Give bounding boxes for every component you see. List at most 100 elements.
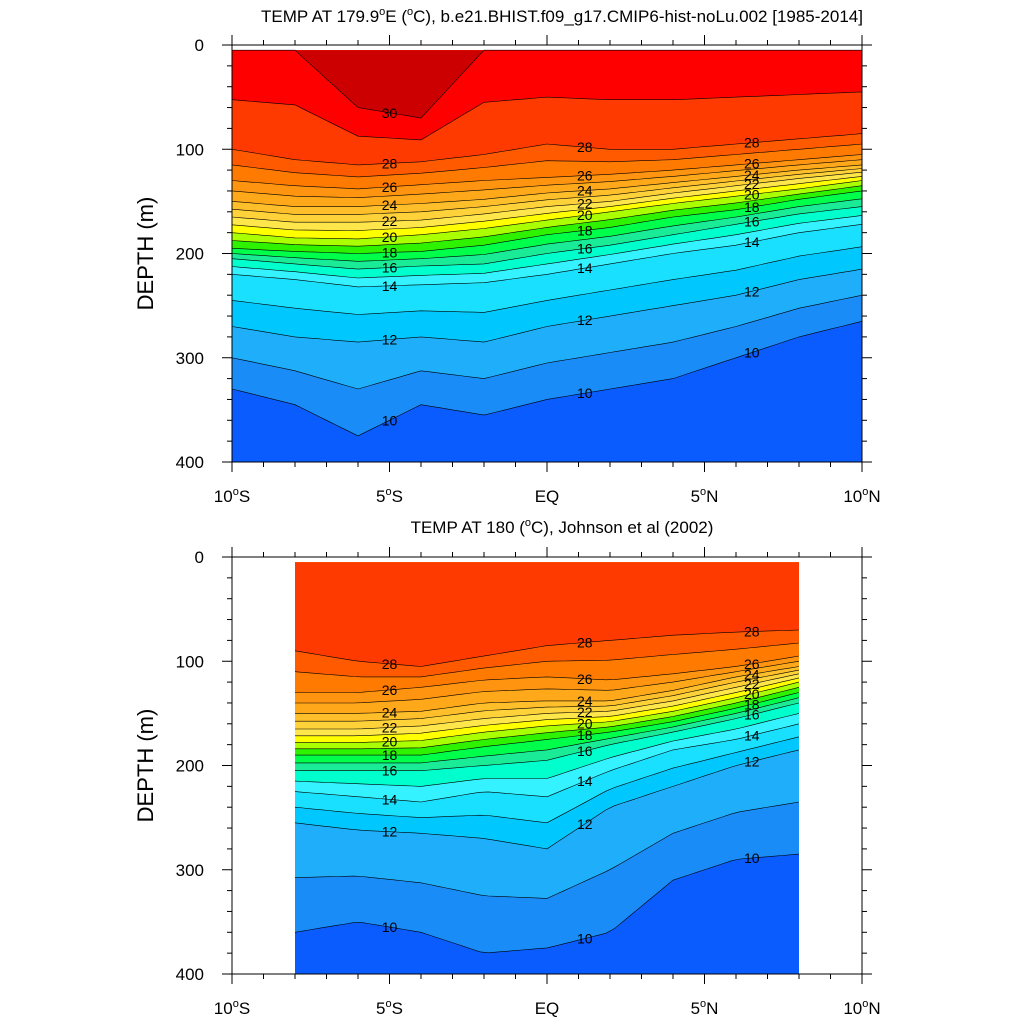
contour-label-20: 20 [744, 186, 760, 202]
y-tick-label: 200 [176, 757, 204, 776]
contour-line-27 [231, 143, 863, 178]
contour-line-14 [294, 723, 800, 803]
x-tick-label: 10oS [214, 998, 250, 1018]
contour-label-28: 28 [744, 624, 760, 640]
contour-label-12: 12 [577, 312, 593, 328]
contour-line-28 [294, 629, 800, 667]
contour-label-18: 18 [744, 199, 760, 215]
contour-label-28: 28 [577, 634, 593, 650]
contour-label-20: 20 [577, 207, 593, 223]
y-tick-label: 400 [176, 965, 204, 984]
contour-line-21 [295, 677, 800, 737]
y-axis-label: DEPTH (m) [133, 709, 158, 823]
contour-line-23 [231, 168, 863, 215]
contour-label-24: 24 [744, 167, 760, 183]
contour-label-14: 14 [382, 278, 398, 294]
contour-line-15 [294, 713, 800, 787]
contour-line-19 [295, 687, 800, 750]
y-tick-label: 0 [195, 36, 204, 55]
contour-label-10: 10 [382, 919, 398, 935]
contour-label-20: 20 [744, 686, 760, 702]
contour-label-14: 14 [382, 791, 398, 807]
contour-label-26: 26 [382, 682, 398, 698]
contour-label-10: 10 [744, 345, 760, 361]
contour-label-16: 16 [382, 260, 398, 276]
contour-label-26: 26 [744, 156, 760, 172]
contour-label-16: 16 [744, 707, 760, 723]
contour-line-17 [295, 697, 800, 764]
contour-line-13 [231, 246, 863, 315]
contour-label-28: 28 [577, 139, 593, 155]
contour-line-24 [295, 666, 800, 714]
contour-line-12 [294, 749, 800, 850]
contour-line-10 [294, 853, 800, 954]
contour-line-16 [231, 206, 863, 270]
contour-label-26: 26 [577, 168, 593, 184]
contour-label-16: 16 [744, 214, 760, 230]
contour-label-10: 10 [382, 412, 398, 428]
contour-label-14: 14 [744, 728, 760, 744]
y-axis-label: DEPTH (m) [133, 197, 158, 311]
contour-label-10: 10 [577, 385, 593, 401]
contour-label-12: 12 [744, 754, 760, 770]
contour-label-22: 22 [577, 195, 593, 211]
contour-label-26: 26 [577, 671, 593, 687]
contour-line-12 [231, 268, 863, 343]
contour-label-18: 18 [382, 244, 398, 260]
contour-label-20: 20 [382, 734, 398, 750]
contour-label-12: 12 [382, 332, 398, 348]
x-tick-label: 5oS [376, 998, 403, 1018]
contour-line-24 [231, 164, 863, 207]
x-tick-label: 10oS [214, 486, 250, 506]
contour-label-28: 28 [382, 155, 398, 171]
contour-line-15 [231, 215, 863, 279]
contour-label-22: 22 [382, 719, 398, 735]
y-tick-label: 400 [176, 453, 204, 472]
contour-label-20: 20 [577, 715, 593, 731]
contour-line-11 [294, 801, 800, 899]
contour-label-10: 10 [577, 931, 593, 947]
contour-line-16 [295, 702, 800, 771]
x-tick-label: 10oN [843, 486, 880, 506]
contour-label-16: 16 [577, 240, 593, 256]
y-tick-label: 0 [195, 548, 204, 567]
contour-line-18 [231, 190, 863, 254]
contour-label-14: 14 [577, 773, 593, 789]
chart-title: TEMP AT 179.9oE (oC), b.e21.BHIST.f09_g1… [261, 6, 863, 26]
contour-line-13 [294, 736, 800, 824]
contour-line-17 [231, 198, 863, 262]
contour-label-16: 16 [382, 763, 398, 779]
contour-label-22: 22 [577, 704, 593, 720]
contour-line-14 [231, 224, 863, 288]
contour-label-30: 30 [382, 105, 398, 121]
contour-label-10: 10 [744, 850, 760, 866]
contour-label-26: 26 [382, 179, 398, 195]
x-tick-label: 5oN [691, 486, 719, 506]
contour-label-12: 12 [382, 824, 398, 840]
y-tick-label: 100 [176, 652, 204, 671]
contour-line-27 [294, 642, 800, 678]
contour-label-24: 24 [382, 704, 398, 720]
contour-line-25 [231, 159, 863, 199]
x-tick-label: 10oN [843, 998, 880, 1018]
contour-label-18: 18 [382, 747, 398, 763]
contour-line-26 [231, 154, 863, 190]
panel-1: 1010101212121414141616161818182020202222… [133, 6, 881, 506]
y-tick-label: 300 [176, 861, 204, 880]
contour-label-22: 22 [744, 176, 760, 192]
contour-label-18: 18 [577, 727, 593, 743]
contour-label-16: 16 [577, 743, 593, 759]
contour-label-24: 24 [577, 693, 593, 709]
contour-line-26 [295, 655, 800, 693]
x-tick-label: EQ [535, 487, 560, 506]
y-tick-label: 100 [176, 140, 204, 159]
band-28 [295, 562, 799, 667]
y-tick-label: 200 [176, 245, 204, 264]
contour-line-11 [231, 294, 863, 390]
x-tick-label: 5oS [376, 486, 403, 506]
contour-line-21 [231, 176, 863, 231]
contour-label-24: 24 [382, 197, 398, 213]
contour-line-10 [231, 321, 863, 437]
